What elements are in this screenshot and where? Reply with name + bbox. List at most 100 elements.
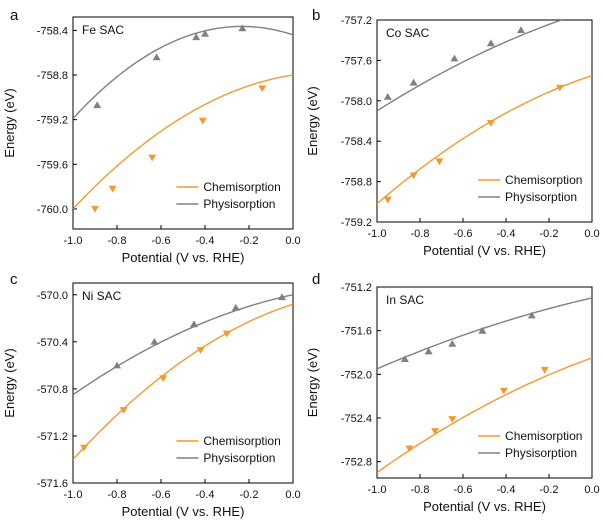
data-point-chemisorption <box>198 117 207 125</box>
plot-frame <box>376 286 593 479</box>
y-tick-label: -758.8 <box>341 177 372 189</box>
data-point-chemisorption <box>383 196 392 204</box>
x-tick-label: -0.4 <box>497 228 516 240</box>
data-point-chemisorption <box>196 347 205 354</box>
x-tick-label: -0.8 <box>411 228 430 240</box>
y-tick-label: -758.4 <box>37 25 68 37</box>
x-axis-label: Potential (V vs. RHE) <box>423 499 546 514</box>
series-line-chemisorption <box>73 303 293 460</box>
series-line-chemisorption <box>377 357 592 474</box>
data-point-chemisorption <box>119 407 128 414</box>
data-point-chemisorption <box>91 205 99 213</box>
x-tick-label: -0.6 <box>152 489 171 501</box>
chart-panel-a: -1.0 -0.8 -0.6 -0.4 -0.2 0.0 -758.4 -758.8 -759.… <box>2 7 301 265</box>
x-tick-label: 0.0 <box>285 489 300 501</box>
y-tick-label: -570.0 <box>37 290 68 302</box>
data-point-physisorption <box>424 347 433 355</box>
x-tick-label: -0.4 <box>497 484 516 496</box>
data-point-chemisorption <box>223 330 231 338</box>
y-tick-label: -757.2 <box>341 15 372 27</box>
legend-label-physisorption: Physisorption <box>505 446 577 460</box>
series-line-chemisorption <box>73 74 293 210</box>
series-line-physisorption <box>73 294 293 396</box>
legend-label-chemisorption: Chemisorption <box>505 429 582 443</box>
data-point-chemisorption <box>405 445 414 453</box>
y-tick-label: -759.2 <box>37 115 68 127</box>
x-tick-label: -0.6 <box>454 228 473 240</box>
data-point-physisorption <box>278 293 286 301</box>
panel-title: In SAC <box>386 293 424 307</box>
data-point-physisorption <box>486 39 495 47</box>
x-tick-label: 0.0 <box>285 235 300 247</box>
y-tick-label: -759.2 <box>341 217 372 229</box>
panel-label: c <box>10 271 18 288</box>
y-axis-label: Energy (eV) <box>2 88 17 157</box>
data-point-chemisorption <box>108 185 117 193</box>
x-tick-label: -0.4 <box>196 235 215 247</box>
y-tick-label: -571.6 <box>37 478 68 490</box>
panel-title: Co SAC <box>386 26 430 40</box>
chart-panel-c: -1.0 -0.8 -0.6 -0.4 -0.2 0.0 -570.0 -570.4 -570.… <box>2 271 301 519</box>
y-tick-label: -752.4 <box>341 413 372 425</box>
data-point-physisorption <box>113 361 121 369</box>
data-point-physisorption <box>527 311 536 319</box>
chart-panel-d: -1.0 -0.8 -0.6 -0.4 -0.2 0.0 -751.2 -751.6 -752.… <box>305 271 600 514</box>
data-point-chemisorption <box>148 154 157 162</box>
chart-panel-b: -1.0 -0.8 -0.6 -0.4 -0.2 0.0 -757.2 -757.6 -758.… <box>305 7 600 258</box>
panel-label: d <box>312 271 320 288</box>
x-tick-label: -0.4 <box>196 489 215 501</box>
data-point-physisorption <box>448 340 457 347</box>
x-tick-label: 0.0 <box>584 228 599 240</box>
series-line-physisorption <box>377 20 564 112</box>
panel-label: a <box>10 7 19 24</box>
x-tick-label: -0.8 <box>108 235 127 247</box>
x-axis-label: Potential (V vs. RHE) <box>122 250 245 265</box>
plot-frame <box>72 16 294 230</box>
legend-label-chemisorption: Chemisorption <box>203 434 280 448</box>
data-point-physisorption <box>192 33 201 41</box>
data-point-physisorption <box>93 101 102 109</box>
legend-label-physisorption: Physisorption <box>203 451 275 465</box>
panel-title: Fe SAC <box>82 23 124 37</box>
x-tick-label: -0.6 <box>152 235 171 247</box>
y-tick-label: -760.0 <box>37 204 68 216</box>
data-point-chemisorption <box>540 366 549 374</box>
data-point-physisorption <box>383 93 392 100</box>
x-tick-label: -1.0 <box>368 484 387 496</box>
y-tick-label: -758.4 <box>341 136 372 148</box>
plot-frame <box>72 282 294 484</box>
data-point-physisorption <box>190 320 198 328</box>
y-tick-label: -751.2 <box>341 282 372 294</box>
data-point-chemisorption <box>159 375 168 383</box>
x-tick-label: -0.2 <box>240 489 259 501</box>
x-tick-label: -0.2 <box>240 235 259 247</box>
y-tick-label: -752.0 <box>341 369 372 381</box>
data-point-chemisorption <box>486 120 495 127</box>
x-tick-label: -0.2 <box>540 228 559 240</box>
data-point-physisorption <box>201 29 209 37</box>
x-tick-label: -0.2 <box>540 484 559 496</box>
y-tick-label: -570.8 <box>37 384 68 396</box>
x-tick-label: -0.6 <box>454 484 473 496</box>
y-axis-label: Energy (eV) <box>2 348 17 417</box>
x-axis-label: Potential (V vs. RHE) <box>423 243 546 258</box>
series-line-physisorption <box>73 25 293 120</box>
panel-label: b <box>312 7 320 24</box>
x-tick-label: -1.0 <box>64 489 83 501</box>
legend-label-physisorption: Physisorption <box>203 197 275 211</box>
data-point-physisorption <box>517 26 525 34</box>
data-point-physisorption <box>450 54 459 62</box>
x-tick-label: 0.0 <box>584 484 599 496</box>
legend-label-chemisorption: Chemisorption <box>505 173 582 187</box>
data-point-chemisorption <box>431 428 440 435</box>
y-tick-label: -757.6 <box>341 55 372 67</box>
data-point-chemisorption <box>448 416 457 423</box>
y-tick-label: -758.8 <box>37 70 68 82</box>
x-axis-label: Potential (V vs. RHE) <box>122 504 245 519</box>
data-point-physisorption <box>238 24 247 32</box>
plot-frame <box>376 19 593 223</box>
series-line-physisorption <box>377 297 592 370</box>
legend-label-physisorption: Physisorption <box>505 190 577 204</box>
